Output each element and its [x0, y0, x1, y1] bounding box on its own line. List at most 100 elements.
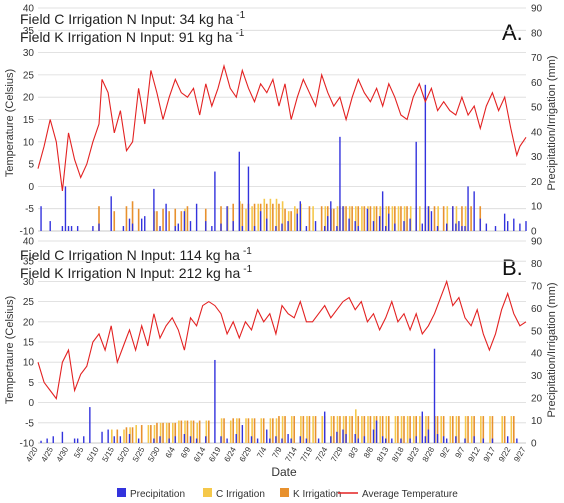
panel-a-y-right-label: Precipitation/Irrigation (mm): [546, 55, 558, 190]
panel-b-precipitation-bar: [76, 438, 79, 443]
panel-b-precipitation-bar: [214, 359, 216, 443]
panel-b-precipitation-bar: [375, 420, 378, 443]
panel-a-precipitation-bar: [177, 223, 179, 231]
panel-a-k-irrigation-bar: [433, 206, 436, 231]
panel-a-precipitation-bar: [305, 226, 308, 231]
panel-b-c-irrigation-bar: [205, 420, 208, 443]
panel-b-k-irrigation-bar: [473, 416, 475, 443]
panel-b-y-left-label: Tempertaure (Celsius): [4, 296, 16, 404]
panel-a-precipitation-bar: [141, 218, 143, 231]
panel-b-precipitation-bar: [183, 434, 186, 443]
panel-a-c-irrigation-bar: [437, 206, 439, 231]
panel-b-k-irrigation-bar: [131, 427, 134, 443]
panel-b-k-irrigation-bar: [140, 425, 143, 443]
panel-b-k-irrigation-bar: [150, 425, 152, 443]
panel-b-precipitation-bar: [507, 436, 509, 443]
panel-a-precipitation-bar: [232, 221, 234, 231]
panel-b-k-irrigation-bar: [302, 416, 305, 443]
panel-b-c-irrigation-bar: [510, 416, 513, 443]
panel-b-c-irrigation-bar: [281, 416, 284, 443]
panel-b-k-irrigation-bar: [156, 422, 158, 443]
panel-b-precipitation-bar: [317, 438, 320, 443]
panel-b-c-irrigation-bar: [178, 420, 180, 443]
panel-a-precipitation-bar: [366, 208, 369, 231]
panel-a-k-irrigation-bar: [278, 203, 280, 231]
panel-b-precipitation-bar: [275, 436, 277, 443]
panel-b-c-irrigation-bar: [330, 416, 333, 443]
panel-a-k-irrigation-bar: [284, 208, 286, 231]
panel-a-precipitation-bar: [144, 216, 146, 231]
panel-b-precipitation-bar: [324, 411, 326, 443]
panel-a-precipitation-bar: [131, 223, 134, 231]
panel-b-precipitation-bar: [61, 431, 64, 443]
legend: Precipitation C Irrigation K Irrigation …: [117, 488, 458, 500]
panel-a-precipitation-bar: [128, 218, 131, 231]
panel-b-y-right-tick: 60: [531, 304, 543, 315]
panel-a-precipitation-bar: [153, 188, 155, 231]
panel-a-k-irrigation-bar: [232, 203, 234, 231]
panel-b-y-left-tick: 0: [28, 398, 34, 409]
panel-a-y-right-tick: 50: [531, 103, 543, 114]
panel-a-c-irrigation-bar: [263, 198, 266, 231]
panel-a-y-left-tick: 35: [23, 26, 35, 37]
panel-b-y-right-tick: 0: [531, 439, 537, 450]
panel-a-c-irrigation-bar: [419, 206, 421, 231]
legend-label-temperature: Average Temperature: [362, 489, 458, 500]
panel-a-precipitation-bar: [461, 226, 463, 231]
panel-b-c-irrigation-bar: [501, 416, 503, 443]
panel-a-c-irrigation-bar: [281, 201, 284, 231]
panel-b-precipitation-bar: [381, 436, 384, 443]
panel-a-precipitation-bar: [378, 216, 381, 231]
panel-b-y-right-tick: 80: [531, 259, 543, 270]
panel-a-k-irrigation-bar: [357, 206, 360, 231]
panel-b-y-left-tick: 10: [23, 358, 35, 369]
panel-a-k-irrigation-bar: [308, 206, 311, 231]
panel-b-precipitation-bar: [516, 438, 518, 443]
panel-b-k-irrigation-bar: [272, 418, 274, 443]
panel-b-y-left-tick: 15: [23, 338, 35, 349]
panel-a-precipitation-bar: [241, 226, 244, 231]
legend-swatch-precipitation: [117, 488, 126, 497]
panel-a-k-irrigation-bar: [369, 206, 372, 231]
panel-a-precipitation-bar: [281, 223, 283, 231]
panel-b-k-irrigation-bar: [168, 422, 170, 443]
panel-b-k-irrigation-bar: [162, 422, 164, 443]
panel-b-k-irrigation-bar: [253, 418, 256, 443]
panel-a-y-left-tick: 30: [23, 48, 35, 59]
panel-b-precipitation-bar: [241, 425, 244, 443]
panel-a-c-irrigation-bar: [391, 206, 394, 231]
panel-b-precipitation-bar: [107, 429, 109, 443]
panel-a-precipitation-bar: [67, 226, 70, 231]
panel-a-y-left-label: Temperature (Celsius): [4, 69, 16, 177]
panel-b-c-irrigation-bar: [425, 416, 427, 443]
panel-a-precipitation-bar: [275, 226, 277, 231]
panel-b-precipitation-bar: [433, 348, 436, 443]
panel-b-c-irrigation-bar: [489, 416, 491, 443]
panel-b-y-left-tick: 40: [23, 237, 35, 248]
panel-b-c-irrigation-bar: [412, 416, 415, 443]
panel-a-precipitation-bar: [446, 223, 448, 231]
panel-b-precipitation-bar: [446, 438, 448, 443]
panel-a-precipitation-bar: [372, 221, 375, 231]
panel-b-y-left-tick: -5: [25, 418, 34, 429]
panel-b-c-irrigation-bar: [394, 416, 397, 443]
panel-a-k-irrigation-bar: [375, 206, 378, 231]
panel-a-c-irrigation-bar: [257, 203, 259, 231]
panel-b-c-irrigation-bar: [419, 416, 421, 443]
panel-b-c-irrigation-bar: [348, 416, 351, 443]
panel-a-k-irrigation-bar: [351, 206, 353, 231]
panel-b-k-irrigation-bar: [409, 416, 411, 443]
panel-b-precipitation-bar: [101, 431, 103, 443]
panel-b-precipitation-bar: [220, 436, 222, 443]
panel-b-y-right-tick: 70: [531, 281, 543, 292]
panel-a-precipitation-bar: [424, 84, 427, 231]
panel-b-precipitation-bar: [250, 436, 253, 443]
panel-a-precipitation-bar: [427, 206, 430, 231]
panel-b-annotation-1: Field C Irrigation N Input: 114 kg ha -1: [20, 246, 252, 263]
panel-a-precipitation-bar: [381, 191, 384, 231]
panel-b-c-irrigation-bar: [172, 422, 174, 443]
panel-a-c-irrigation-bar: [373, 206, 375, 231]
panel-a-c-irrigation-bar: [403, 206, 406, 231]
panel-a-precipitation-bar: [314, 221, 317, 231]
panel-a-precipitation-bar: [430, 211, 433, 231]
